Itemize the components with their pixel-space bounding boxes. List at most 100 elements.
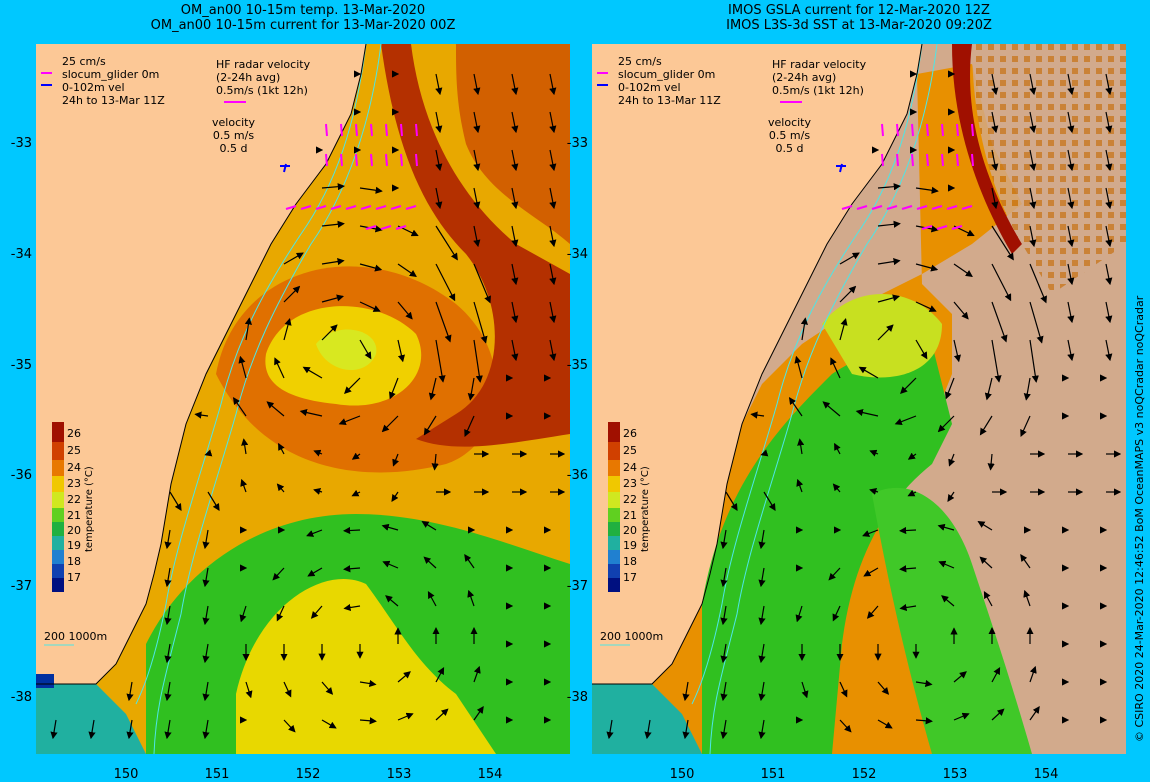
current-arrow bbox=[937, 523, 955, 531]
current-arrow bbox=[832, 605, 841, 622]
current-arrow bbox=[423, 556, 437, 569]
current-arrow bbox=[310, 605, 323, 619]
current-arrow bbox=[1029, 263, 1047, 304]
hf-radar-arrow bbox=[345, 205, 357, 210]
current-arrow bbox=[381, 523, 399, 531]
current-arrow bbox=[938, 560, 955, 569]
current-arrow bbox=[397, 301, 413, 320]
colorbar-tick: 18 bbox=[67, 555, 81, 568]
current-arrow bbox=[283, 317, 292, 341]
hf-radar-arrow bbox=[911, 123, 914, 137]
current-arrow bbox=[758, 681, 766, 702]
current-arrow bbox=[381, 415, 399, 433]
sst-cool-region bbox=[702, 344, 952, 754]
current-arrow bbox=[464, 554, 475, 569]
colorbar-tick: 19 bbox=[623, 539, 637, 552]
current-arrow bbox=[359, 717, 377, 725]
current-arrow bbox=[1067, 225, 1075, 248]
hf-radar-arrow bbox=[946, 205, 958, 210]
current-arrow bbox=[794, 355, 803, 379]
current-arrow bbox=[194, 411, 209, 419]
hf-radar-arrow bbox=[355, 123, 358, 137]
colorbar-tick: 20 bbox=[623, 524, 637, 537]
hf-radar-arrow bbox=[886, 205, 898, 210]
hf-radar-arrow bbox=[956, 123, 959, 137]
current-arrow bbox=[915, 679, 933, 688]
current-arrow bbox=[1105, 149, 1113, 172]
current-arrow bbox=[126, 719, 134, 740]
current-arrow bbox=[800, 317, 808, 341]
current-arrow bbox=[473, 73, 481, 96]
hf-radar-arrow bbox=[415, 123, 418, 137]
current-arrow bbox=[991, 111, 999, 134]
current-arrow bbox=[758, 643, 766, 664]
hf-radar-arrow bbox=[871, 205, 883, 210]
isobath-200m bbox=[691, 44, 923, 705]
current-arrow bbox=[1067, 301, 1075, 324]
lat-label: -37 bbox=[10, 579, 32, 594]
coastline bbox=[36, 44, 367, 685]
colorbar bbox=[52, 422, 64, 592]
current-arrow bbox=[397, 339, 405, 363]
current-arrow bbox=[473, 706, 484, 721]
hf-radar-arrow bbox=[400, 153, 403, 167]
current-arrow bbox=[720, 643, 728, 664]
hf-radar-arrow bbox=[936, 225, 948, 230]
current-arrow bbox=[1029, 706, 1040, 721]
legend-text: 25 cm/s slocum_glider 0m 0-102m vel 24h … bbox=[618, 55, 721, 107]
current-arrow bbox=[283, 285, 301, 303]
current-arrow bbox=[302, 366, 323, 379]
current-arrow bbox=[877, 258, 901, 266]
current-arrow bbox=[1029, 187, 1037, 210]
current-arrow bbox=[511, 111, 519, 134]
left-title-line2: OM_an00 10-15m current for 13-Mar-2020 0… bbox=[150, 18, 456, 33]
current-arrow bbox=[1105, 225, 1113, 248]
current-arrow bbox=[276, 483, 285, 493]
current-arrow bbox=[1105, 339, 1113, 362]
hf-radar-arrow bbox=[370, 153, 373, 167]
current-arrow bbox=[473, 339, 483, 383]
current-arrow bbox=[991, 73, 999, 96]
colorbar-tick: 26 bbox=[623, 427, 637, 440]
current-arrow bbox=[392, 453, 400, 467]
current-arrow bbox=[307, 567, 323, 577]
current-arrow bbox=[435, 187, 443, 210]
hf-radar-arrow bbox=[941, 123, 944, 137]
current-arrow bbox=[473, 225, 481, 248]
glider-track bbox=[836, 163, 846, 173]
hf-radar-arrow bbox=[881, 123, 884, 137]
current-arrow bbox=[274, 357, 285, 379]
current-arrow bbox=[204, 449, 213, 457]
current-arrow bbox=[1067, 111, 1075, 134]
current-arrow bbox=[283, 681, 292, 698]
current-arrow bbox=[915, 339, 928, 360]
current-arrow bbox=[907, 489, 917, 497]
current-arrow bbox=[915, 186, 939, 194]
current-arrow bbox=[266, 401, 285, 417]
current-arrow bbox=[863, 567, 879, 577]
current-arrow bbox=[1067, 339, 1075, 362]
current-arrow bbox=[758, 605, 766, 626]
left-map-model-sst bbox=[36, 44, 570, 754]
current-arrow bbox=[839, 252, 860, 265]
coastal-shelf-water bbox=[36, 684, 146, 754]
current-arrow bbox=[1029, 73, 1037, 96]
hf-radar-arrow bbox=[971, 153, 974, 167]
current-arrow bbox=[283, 719, 296, 733]
hf-radar-arrow bbox=[390, 205, 402, 210]
current-arrow bbox=[991, 225, 1014, 261]
current-arrow bbox=[431, 453, 439, 471]
current-arrow bbox=[126, 681, 134, 702]
lat-label: -33 bbox=[566, 136, 588, 151]
current-arrow bbox=[435, 263, 456, 302]
hf-radar-arrow bbox=[941, 153, 944, 167]
current-arrow bbox=[991, 708, 1005, 721]
current-arrow bbox=[428, 377, 437, 401]
legend-text: 25 cm/s slocum_glider 0m 0-102m vel 24h … bbox=[62, 55, 165, 107]
current-arrow bbox=[877, 220, 901, 228]
current-arrow bbox=[1105, 111, 1113, 134]
current-arrow bbox=[877, 294, 901, 303]
current-arrow bbox=[855, 409, 879, 417]
hf-radar-arrow bbox=[926, 153, 929, 167]
current-arrow bbox=[50, 719, 58, 740]
